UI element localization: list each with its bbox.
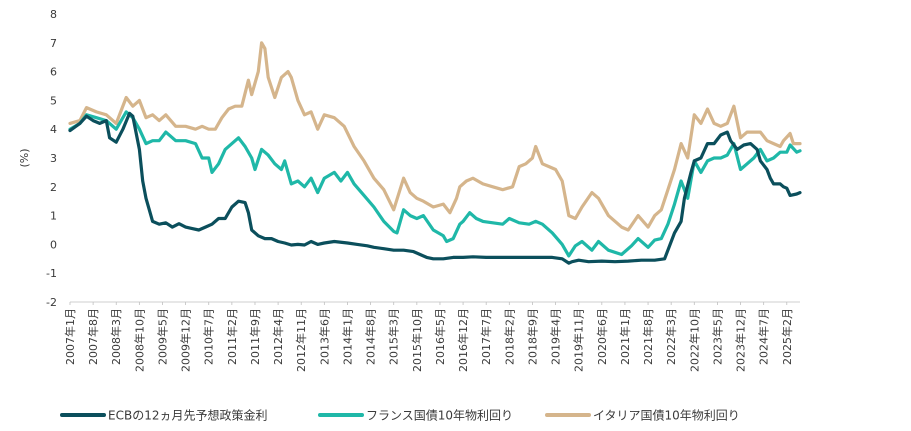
x-tick-label: 2023年5月 [710, 308, 724, 365]
y-tick-label: 7 [50, 37, 57, 50]
legend: ECBの12ヵ月先予想政策金利 フランス国債10年物利回り イタリア国債10年物利回… [60, 408, 740, 423]
legend-label-0: ECBの12ヵ月先予想政策金利 [108, 408, 267, 423]
x-tick-label: 2008年10月 [132, 308, 146, 372]
x-tick-label: 2019年11月 [572, 308, 586, 372]
x-tick-label: 2009年5月 [155, 308, 169, 365]
y-tick-label: 8 [50, 8, 57, 21]
x-tick-label: 2018年9月 [525, 308, 539, 365]
y-tick-label: 6 [50, 66, 57, 79]
x-tick-label: 2016年5月 [433, 308, 447, 365]
y-axis-label: (%) [18, 148, 31, 167]
x-tick-label: 2011年2月 [225, 308, 239, 365]
x-tick-label: 2020年6月 [595, 308, 609, 365]
x-tick-label: 2010年7月 [202, 308, 216, 365]
x-axis-ticks: 2007年1月 2007年8月 2008年3月 2008年10月 2009年5月 2009… [63, 302, 794, 372]
x-tick-label: 2007年8月 [86, 308, 100, 365]
x-tick-label: 2015年3月 [387, 308, 401, 365]
x-tick-label: 2023年12月 [734, 308, 748, 372]
x-tick-label: 2017年7月 [479, 308, 493, 365]
legend-label-1: フランス国債10年物利回り [366, 408, 513, 423]
x-tick-label: 2014年1月 [340, 308, 354, 365]
x-tick-label: 2021年8月 [641, 308, 655, 365]
x-tick-label: 2007年1月 [63, 308, 77, 365]
x-tick-label: 2021年1月 [618, 308, 632, 365]
x-tick-label: 2019年4月 [549, 308, 563, 365]
y-tick-label: 0 [50, 238, 57, 251]
y-tick-label: -1 [46, 267, 57, 280]
x-tick-label: 2013年6月 [317, 308, 331, 365]
y-tick-label: -2 [46, 296, 57, 309]
y-tick-label: 3 [50, 152, 57, 165]
series-line-0 [68, 111, 802, 265]
series-lines [68, 41, 802, 265]
x-tick-label: 2016年12月 [456, 308, 470, 372]
y-tick-label: 5 [50, 94, 57, 107]
series-line-2 [68, 41, 802, 232]
x-tick-label: 2011年9月 [248, 308, 262, 365]
x-tick-label: 2012年11月 [294, 308, 308, 372]
x-tick-label: 2022年3月 [664, 308, 678, 365]
y-tick-label: 2 [50, 181, 57, 194]
x-tick-label: 2018年2月 [502, 308, 516, 365]
y-axis-ticks: -2 -1 0 1 2 3 4 5 6 7 8 [46, 8, 57, 309]
x-tick-label: 2015年10月 [410, 308, 424, 372]
y-tick-label: 1 [50, 210, 57, 223]
x-tick-label: 2012年4月 [271, 308, 285, 365]
x-tick-label: 2014年8月 [364, 308, 378, 365]
x-tick-label: 2008年3月 [109, 308, 123, 365]
x-tick-label: 2025年2月 [780, 308, 794, 365]
legend-label-2: イタリア国債10年物利回り [593, 408, 740, 423]
x-tick-label: 2009年12月 [179, 308, 193, 372]
y-tick-label: 4 [50, 123, 57, 136]
x-tick-label: 2024年7月 [757, 308, 771, 365]
x-tick-label: 2022年10月 [687, 308, 701, 372]
